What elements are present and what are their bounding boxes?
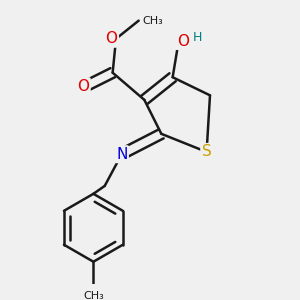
Text: S: S [202, 144, 212, 159]
Text: O: O [77, 79, 89, 94]
Text: CH₃: CH₃ [83, 291, 104, 300]
Text: O: O [177, 34, 189, 49]
Text: H: H [193, 31, 202, 44]
Text: CH₃: CH₃ [142, 16, 163, 26]
Text: O: O [106, 31, 118, 46]
Text: N: N [116, 147, 128, 162]
